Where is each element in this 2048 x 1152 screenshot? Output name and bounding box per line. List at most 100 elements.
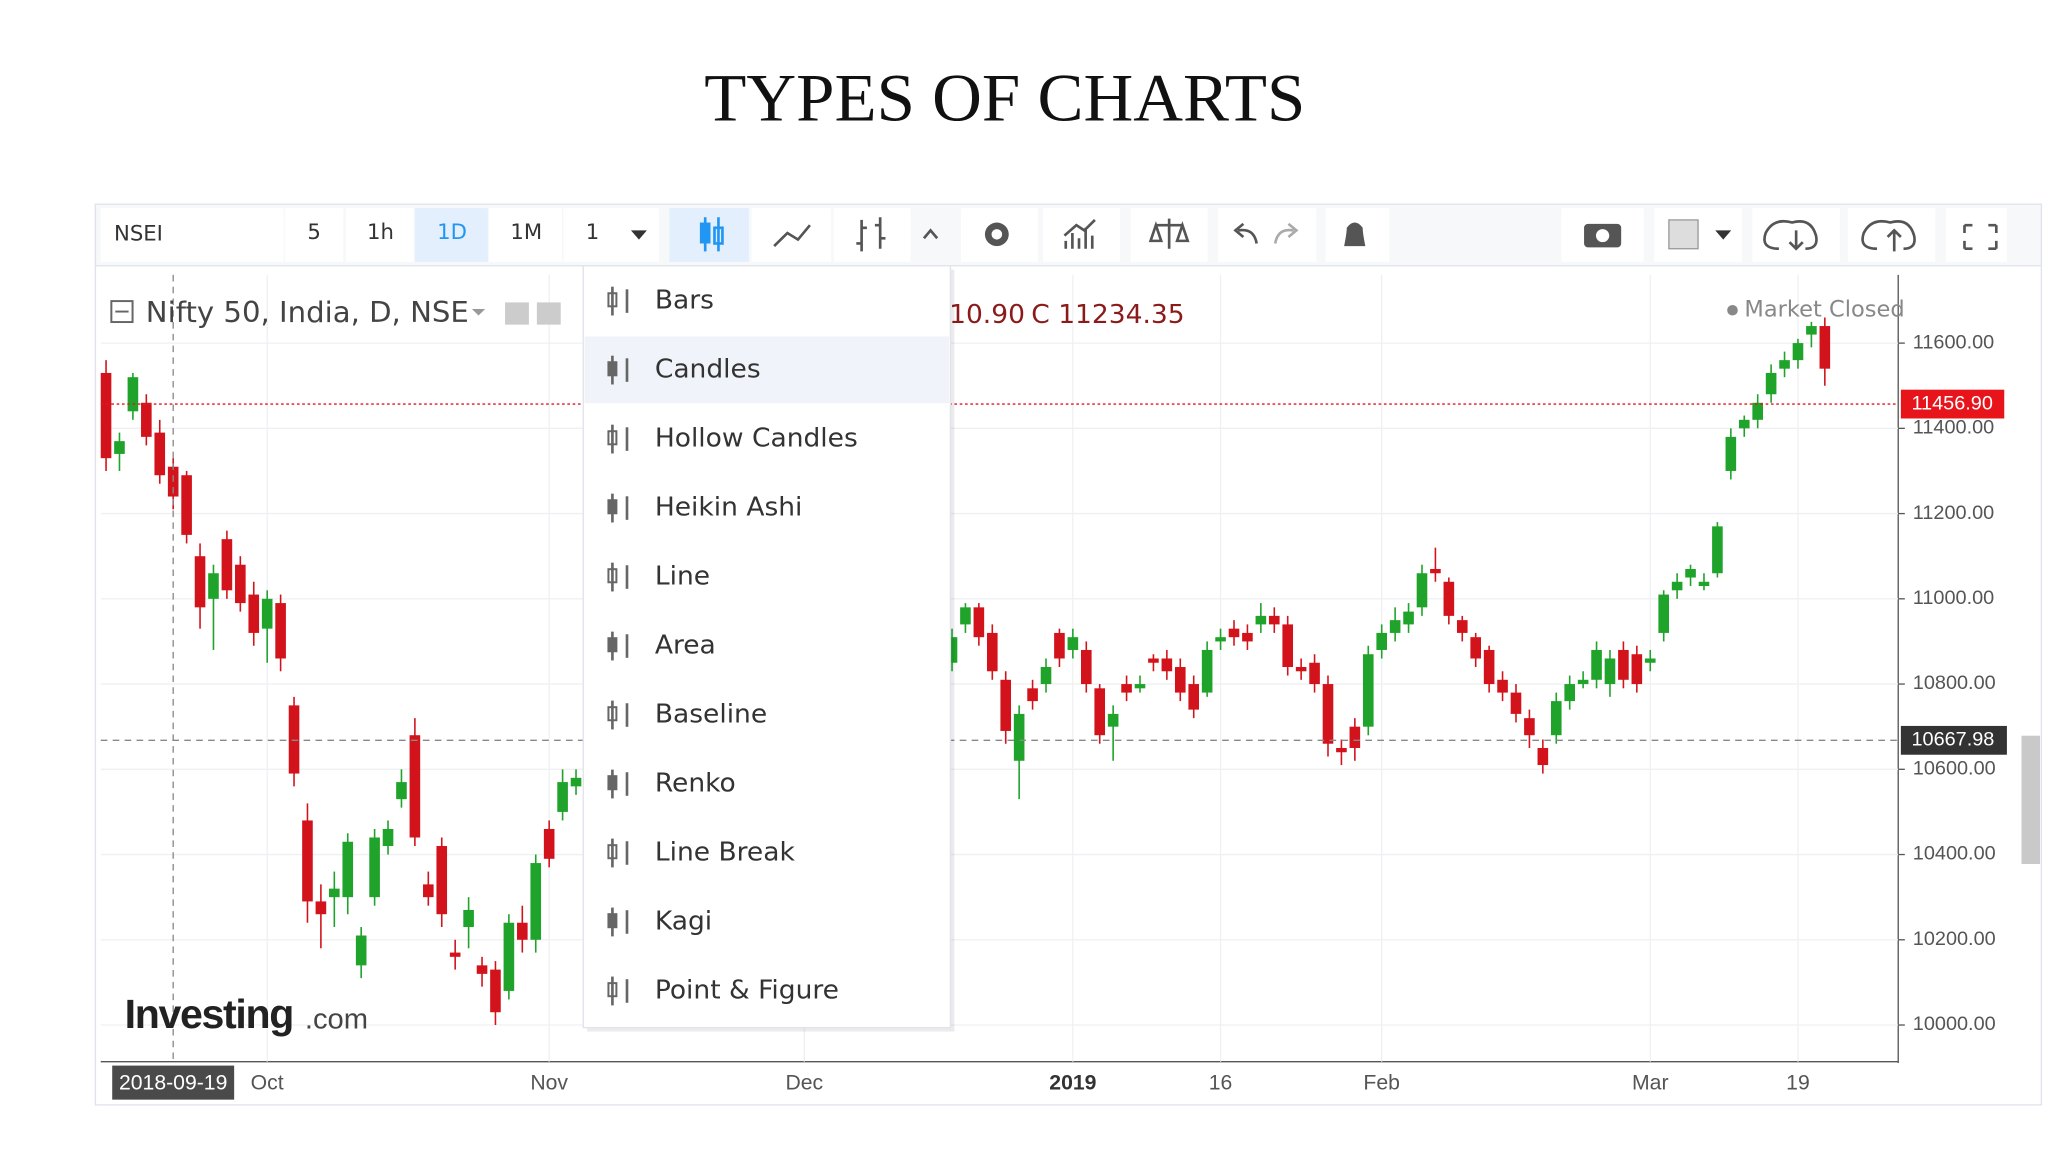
scrollbar[interactable]: [2021, 735, 2041, 864]
candle-body: [1201, 649, 1213, 693]
icon-body: [607, 982, 618, 998]
interval-button[interactable]: [489, 208, 563, 262]
y-tick-label: 10000.00: [1913, 1013, 1996, 1035]
cloud-upload-icon: [1861, 219, 1916, 252]
interval[interactable]: 1h: [367, 219, 394, 244]
count-box[interactable]: [563, 208, 659, 262]
logo-suffix: .com: [305, 1004, 368, 1036]
candle-body: [1148, 658, 1159, 663]
bars-icon: [856, 217, 886, 252]
candle-body: [154, 432, 166, 476]
candle-body: [1604, 658, 1616, 685]
indicators-button[interactable]: [1043, 208, 1121, 262]
interval-button[interactable]: [284, 208, 344, 262]
menu-item[interactable]: Line: [655, 562, 710, 592]
candle-body: [1174, 667, 1186, 693]
undo-redo[interactable]: [1218, 208, 1317, 262]
icon-body: [607, 292, 618, 308]
candle-body: [1027, 688, 1038, 702]
interval[interactable]: 5: [307, 219, 320, 244]
candle-body: [1510, 692, 1522, 714]
candle-body: [490, 969, 501, 1013]
legend: Nifty 50, India, D, NSE 10.90 C 11234.35…: [110, 295, 1905, 330]
menu-icon: [607, 562, 629, 592]
candle-body: [1524, 718, 1535, 736]
fullscreen-button[interactable]: [1945, 208, 2007, 262]
candle-body: [1416, 573, 1428, 608]
candle-body: [1752, 402, 1763, 420]
menu-icon: [607, 769, 629, 799]
candle-body: [288, 705, 300, 774]
candle-body: [1067, 637, 1079, 650]
interval[interactable]: 1D: [437, 219, 467, 244]
toolbar: NSEI 5 1h 1D 1M 1: [94, 203, 2043, 267]
candle-body: [329, 888, 340, 898]
candle-body: [1309, 662, 1320, 685]
interval[interactable]: 1M: [510, 219, 542, 244]
menu-item[interactable]: Kagi: [655, 907, 712, 937]
candle-body: [543, 828, 555, 859]
icon-body: [607, 430, 618, 446]
candle-body: [248, 594, 260, 633]
y-tick-label: 10600.00: [1913, 758, 1996, 780]
candle-body: [194, 556, 206, 608]
candle-body: [1107, 713, 1119, 727]
candle-body: [973, 607, 985, 638]
menu-item[interactable]: Hollow Candles: [655, 424, 858, 454]
menu-item[interactable]: Renko: [655, 769, 736, 799]
candle-body: [1255, 615, 1267, 625]
candle-body: [355, 935, 367, 966]
candle-body: [1738, 419, 1750, 429]
bars-button[interactable]: [833, 208, 911, 262]
menu-item[interactable]: Point & Figure: [655, 976, 839, 1006]
menu-icon: [607, 355, 629, 385]
symbol-name: Nifty 50, India, D, NSE: [146, 295, 469, 329]
menu-item[interactable]: Heikin Ashi: [655, 493, 803, 523]
dropdown-arrow[interactable]: [630, 230, 647, 240]
x-tick-label: Mar: [1632, 1072, 1669, 1095]
icon-body: [607, 913, 618, 929]
interval-button-active[interactable]: [414, 208, 488, 262]
camera-lens: [1595, 229, 1610, 243]
candle-body: [1403, 611, 1414, 625]
x-tick-label: Dec: [785, 1072, 823, 1095]
legend-icon[interactable]: [536, 302, 561, 325]
menu-icon: [607, 700, 629, 730]
legend-icon[interactable]: [505, 302, 529, 325]
interval-button[interactable]: [345, 208, 414, 262]
symbol[interactable]: NSEI: [114, 220, 163, 245]
count[interactable]: 1: [586, 219, 599, 244]
candle-body: [557, 782, 568, 812]
y-tick-label: 10400.00: [1913, 843, 1996, 865]
candle-body: [946, 637, 958, 663]
crosshair-price: 10667.98: [1911, 729, 1994, 751]
chart-type-menu: Bars Candles Hollow Candles Heikin Ashi Line…: [582, 265, 955, 1032]
candle-body: [1644, 658, 1656, 663]
dropdown-arrow[interactable]: [1715, 230, 1732, 240]
collapse-arrow[interactable]: [922, 228, 939, 240]
candle-body: [1658, 594, 1669, 633]
icon-body: [607, 706, 618, 722]
candle-body: [114, 441, 125, 454]
cloud-download-icon: [1763, 219, 1818, 251]
candle-body: [1376, 632, 1388, 650]
candle-body: [1389, 620, 1401, 633]
candle-body: [1134, 684, 1146, 689]
menu-item[interactable]: Line Break: [655, 838, 796, 868]
menu-item[interactable]: Area: [655, 631, 716, 661]
symbol-box[interactable]: [100, 208, 284, 262]
candle-body: [1430, 568, 1441, 574]
candle-body: [449, 952, 461, 957]
menu-item[interactable]: Candles: [655, 355, 761, 385]
candle-body: [1671, 581, 1683, 591]
plot: 10000.00 10200.00 10400.00 10600.00 10800.00…: [100, 274, 2007, 1100]
menu-item[interactable]: Baseline: [655, 700, 767, 730]
menu-item[interactable]: Bars: [655, 286, 714, 316]
save-button[interactable]: [1847, 208, 1936, 262]
crosshair-date-box: [112, 1065, 235, 1100]
candle-body: [1228, 628, 1240, 638]
candle-body: [1188, 684, 1200, 710]
legend-arrow[interactable]: [471, 308, 486, 316]
market-status: Market Closed: [1744, 297, 1904, 323]
x-tick-label: Feb: [1363, 1072, 1400, 1095]
